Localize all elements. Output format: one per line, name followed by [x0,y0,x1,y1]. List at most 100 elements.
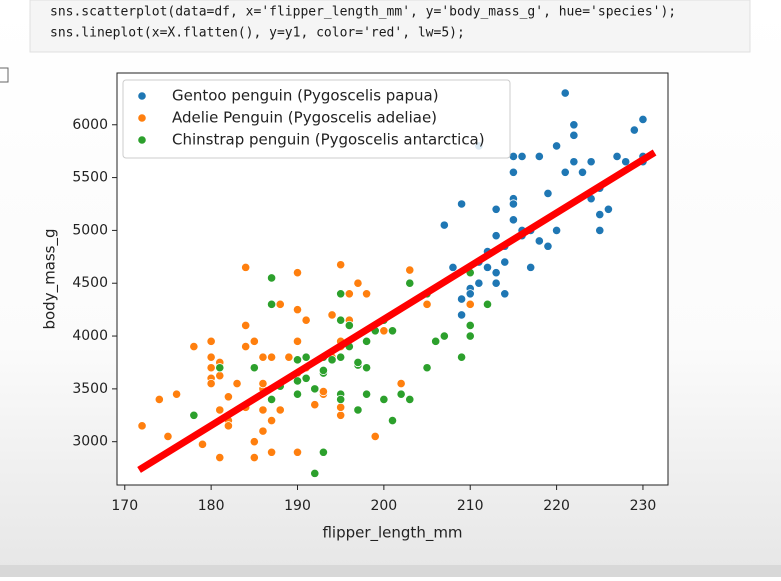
scatter-point [387,415,398,426]
scatter-point [258,426,268,436]
scatter-point [603,204,614,214]
scatter-point [353,357,363,368]
scatter-point [534,236,544,246]
scatter-point [456,310,467,320]
scatter-point [422,299,432,309]
fit-line [137,149,657,473]
x-tick-label: 180 [198,498,225,514]
scatter-point [456,199,467,209]
scatter-point [215,371,225,381]
scatter-point [171,389,182,399]
scatter-point [431,336,441,346]
scatter-point [456,352,467,362]
scatter-point [197,439,208,449]
scatter-point [577,167,588,177]
scatter-point [249,363,259,373]
scatter-point [465,299,475,309]
scatter-point [266,299,277,309]
scatter-point [465,331,475,341]
scatter-point [491,231,501,241]
scatter-point [223,421,234,431]
scatter-point [336,315,346,325]
scatter-point [491,268,501,278]
scatter-point [448,262,458,272]
x-tick-label: 200 [370,498,397,514]
scatter-point [482,262,493,272]
scatter-point [405,265,415,275]
scatter-point [292,336,303,346]
scatter-point [379,326,389,336]
scatter-point [560,167,570,177]
scatter-point [223,392,234,402]
scatter-point [258,352,268,362]
scatter-point [275,405,285,415]
output-icon[interactable] [0,67,9,83]
scatter-point [318,365,329,375]
scatter-point [508,215,519,225]
scatter-point [258,378,268,389]
scatter-point [586,157,596,167]
scatter-point [379,394,389,405]
legend-box [122,79,511,159]
scatter-point [534,151,544,162]
scatter-point [396,378,406,389]
scatter-point [292,389,303,399]
y-tick-label: 4000 [72,328,108,344]
scatter-point [275,299,285,309]
code-line: sns.scatterplot(data=df, x='flipper_leng… [50,5,676,20]
legend-label: Chinstrap penguin (Pygoscelis antarctica… [172,131,485,149]
scatter-point [318,447,329,457]
scatter-point [508,167,519,177]
scatter-point [301,352,311,362]
scatter-point [215,405,225,415]
legend-label: Adelie Penguin (Pygoscelis adeliae) [172,109,437,127]
x-tick-label: 220 [543,498,570,514]
scatter-point [465,320,475,331]
legend-marker [137,113,147,123]
scatter-point [569,130,579,140]
scatter-point [344,289,354,299]
scatter-point [318,386,329,397]
scatter-point [370,431,380,442]
scatter-point [405,278,415,288]
scatter-point [310,468,320,478]
legend-marker [137,91,147,101]
scatter-point [292,268,303,278]
scatter-point [266,394,277,405]
scatter-point [249,437,259,447]
scatter-point [551,225,562,236]
scatter-point [405,394,415,405]
x-axis-label: flipper_length_mm [322,524,462,543]
x-tick-label: 190 [284,498,311,514]
scatter-point [595,209,605,220]
scatter-point [569,120,579,130]
scatter-point [310,400,320,410]
scatter-point [353,278,363,288]
scatter-point [612,151,622,162]
scatter-point [456,294,467,304]
scatter-point [361,363,372,373]
scatter-point [439,331,449,341]
scatter-point [361,389,372,399]
legend-marker [137,135,147,145]
scatter-point [301,373,311,383]
scatter-point [241,342,251,352]
scatter-point [474,278,484,288]
y-tick-label: 3000 [72,434,108,450]
scatter-point [266,415,277,426]
legend-label: Gentoo penguin (Pygoscelis papua) [172,87,439,105]
scatter-point [249,452,259,463]
scatter-point [569,157,579,167]
scatter-point [327,310,337,320]
scatter-point [249,336,259,346]
scatter-point [215,363,225,373]
scatter-point [137,421,147,431]
scatter-point [482,299,493,309]
x-tick-label: 210 [457,498,484,514]
scatter-point [163,431,173,442]
scatter-point [361,336,372,346]
scatter-point [465,289,475,299]
scatter-point [206,378,216,389]
scatter-point [560,88,570,98]
